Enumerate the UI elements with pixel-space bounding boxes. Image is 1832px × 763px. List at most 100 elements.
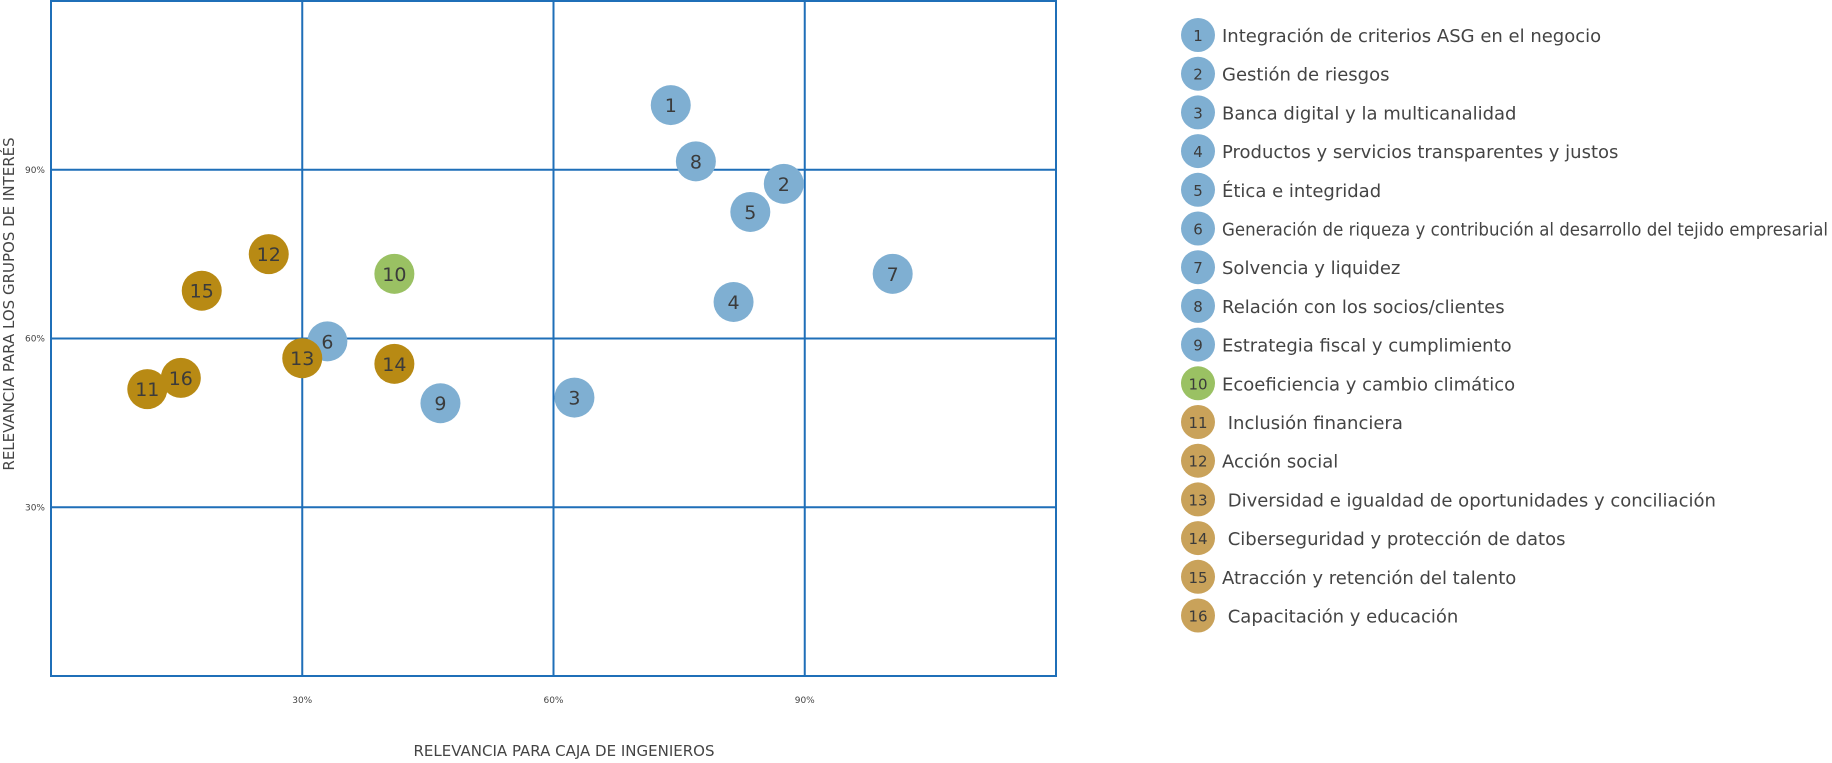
point-15: 15 bbox=[181, 270, 222, 311]
x-axis-title: RELEVANCIA PARA CAJA DE INGENIEROS bbox=[414, 742, 715, 760]
legend-label: Generación de riqueza y contribución al … bbox=[1222, 220, 1828, 241]
legend-item-9: 9 Estrategia fiscal y cumplimiento bbox=[1181, 327, 1512, 362]
legend-item-10: 10 Ecoeficiencia y cambio climático bbox=[1181, 366, 1515, 401]
point-label: 7 bbox=[887, 264, 899, 286]
legend-marker bbox=[1181, 559, 1215, 594]
legend-item-13: 13 Diversidad e igualdad de oportunidade… bbox=[1181, 482, 1716, 517]
legend-number: 16 bbox=[1188, 608, 1207, 626]
point-13: 13 bbox=[282, 338, 323, 379]
point-9: 9 bbox=[420, 383, 461, 424]
x-tick-label: 90% bbox=[795, 696, 815, 706]
point-label: 13 bbox=[290, 348, 314, 370]
legend-item-1: 1 Integración de criterios ASG en el nego… bbox=[1181, 18, 1601, 52]
point-label: 4 bbox=[728, 292, 740, 314]
point-label: 2 bbox=[778, 174, 790, 196]
legend-number: 14 bbox=[1188, 530, 1207, 548]
point-14: 14 bbox=[374, 343, 415, 384]
legend-number: 12 bbox=[1188, 453, 1207, 471]
y-tick-label: 90% bbox=[25, 166, 45, 176]
point-8: 8 bbox=[675, 141, 716, 182]
legend-number: 11 bbox=[1188, 414, 1207, 432]
legend-number: 13 bbox=[1188, 491, 1207, 509]
legend-number: 1 bbox=[1193, 27, 1203, 45]
legend-label: Estrategia fiscal y cumplimiento bbox=[1222, 336, 1512, 357]
legend-number: 10 bbox=[1188, 375, 1207, 393]
point-1: 1 bbox=[650, 85, 691, 126]
legend-number: 2 bbox=[1193, 66, 1203, 84]
legend: 1 Integración de criterios ASG en el nego… bbox=[1181, 18, 1828, 633]
point-12: 12 bbox=[248, 234, 289, 275]
legend-marker bbox=[1181, 18, 1215, 52]
x-tick-label: 30% bbox=[292, 696, 312, 706]
point-marker bbox=[872, 253, 913, 294]
point-marker bbox=[675, 141, 716, 182]
legend-marker bbox=[1181, 250, 1215, 285]
legend-label: Banca digital y la multicanalidad bbox=[1222, 103, 1516, 124]
legend-label: Capacitación y educación bbox=[1222, 607, 1458, 628]
legend-number: 8 bbox=[1193, 298, 1203, 316]
legend-label: Inclusión financiera bbox=[1222, 413, 1403, 434]
legend-label: Ética e integridad bbox=[1222, 180, 1381, 202]
point-label: 5 bbox=[744, 202, 756, 224]
x-tick-label: 60% bbox=[543, 696, 563, 706]
point-marker bbox=[730, 191, 771, 232]
point-marker bbox=[282, 338, 323, 379]
tick-layer: 30% 60% 90% 30% 60% 90% bbox=[25, 166, 815, 706]
legend-label: Solvencia y liquidez bbox=[1222, 258, 1400, 279]
legend-marker bbox=[1181, 172, 1215, 207]
legend-item-7: 7 Solvencia y liquidez bbox=[1181, 250, 1400, 285]
legend-item-8: 8 Relación con los socios/clientes bbox=[1181, 288, 1505, 323]
point-marker bbox=[650, 85, 691, 126]
legend-marker bbox=[1181, 521, 1215, 556]
point-label: 11 bbox=[135, 379, 159, 401]
point-11: 11 bbox=[127, 369, 168, 410]
point-label: 6 bbox=[321, 331, 333, 353]
legend-marker bbox=[1181, 405, 1215, 439]
point-7: 7 bbox=[872, 253, 913, 294]
legend-item-14: 14 Ciberseguridad y protección de datos bbox=[1181, 521, 1566, 556]
legend-item-11: 11 Inclusión financiera bbox=[1181, 405, 1403, 439]
legend-label: Integración de criterios ASG en el negoc… bbox=[1222, 26, 1601, 47]
legend-label: Ecoeficiencia y cambio climático bbox=[1222, 374, 1515, 395]
legend-number: 6 bbox=[1193, 221, 1203, 239]
point-label: 15 bbox=[190, 281, 214, 303]
point-label: 3 bbox=[568, 388, 580, 410]
point-label: 10 bbox=[382, 264, 406, 286]
point-marker bbox=[554, 377, 595, 418]
point-marker bbox=[763, 163, 804, 204]
legend-marker bbox=[1181, 56, 1215, 91]
legend-item-15: 15 Atracción y retención del talento bbox=[1181, 559, 1516, 594]
legend-label: Acción social bbox=[1222, 452, 1338, 473]
legend-label: Gestión de riesgos bbox=[1222, 65, 1390, 86]
legend-label: Atracción y retención del talento bbox=[1222, 568, 1516, 589]
y-tick-label: 30% bbox=[25, 503, 45, 513]
point-label: 1 bbox=[665, 95, 677, 117]
point-marker bbox=[160, 357, 201, 398]
point-marker bbox=[713, 281, 754, 322]
legend-item-2: 2 Gestión de riesgos bbox=[1181, 56, 1390, 91]
legend-marker bbox=[1181, 598, 1215, 633]
legend-item-12: 12 Acción social bbox=[1181, 443, 1338, 478]
grid-layer bbox=[50, 0, 1057, 677]
point-5: 5 bbox=[730, 191, 771, 232]
legend-item-4: 4 Productos y servicios transparentes y j… bbox=[1181, 134, 1618, 169]
point-label: 8 bbox=[690, 151, 702, 173]
legend-label: Ciberseguridad y protección de datos bbox=[1222, 529, 1566, 550]
y-axis-title: RELEVANCIA PARA LOS GRUPOS DE INTERÉS bbox=[0, 137, 18, 470]
legend-marker bbox=[1181, 211, 1215, 246]
point-4: 4 bbox=[713, 281, 754, 322]
legend-marker bbox=[1181, 482, 1215, 517]
legend-number: 5 bbox=[1193, 182, 1203, 200]
point-16: 16 bbox=[160, 357, 201, 398]
point-marker bbox=[248, 234, 289, 275]
point-2: 2 bbox=[763, 163, 804, 204]
legend-number: 15 bbox=[1188, 569, 1207, 587]
legend-item-3: 3 Banca digital y la multicanalidad bbox=[1181, 95, 1516, 130]
legend-marker bbox=[1181, 366, 1215, 401]
legend-number: 3 bbox=[1193, 104, 1203, 122]
legend-label: Relación con los socios/clientes bbox=[1222, 297, 1505, 318]
legend-label: Diversidad e igualdad de oportunidades y… bbox=[1222, 490, 1716, 511]
legend-item-5: 5 Ética e integridad bbox=[1181, 172, 1381, 207]
